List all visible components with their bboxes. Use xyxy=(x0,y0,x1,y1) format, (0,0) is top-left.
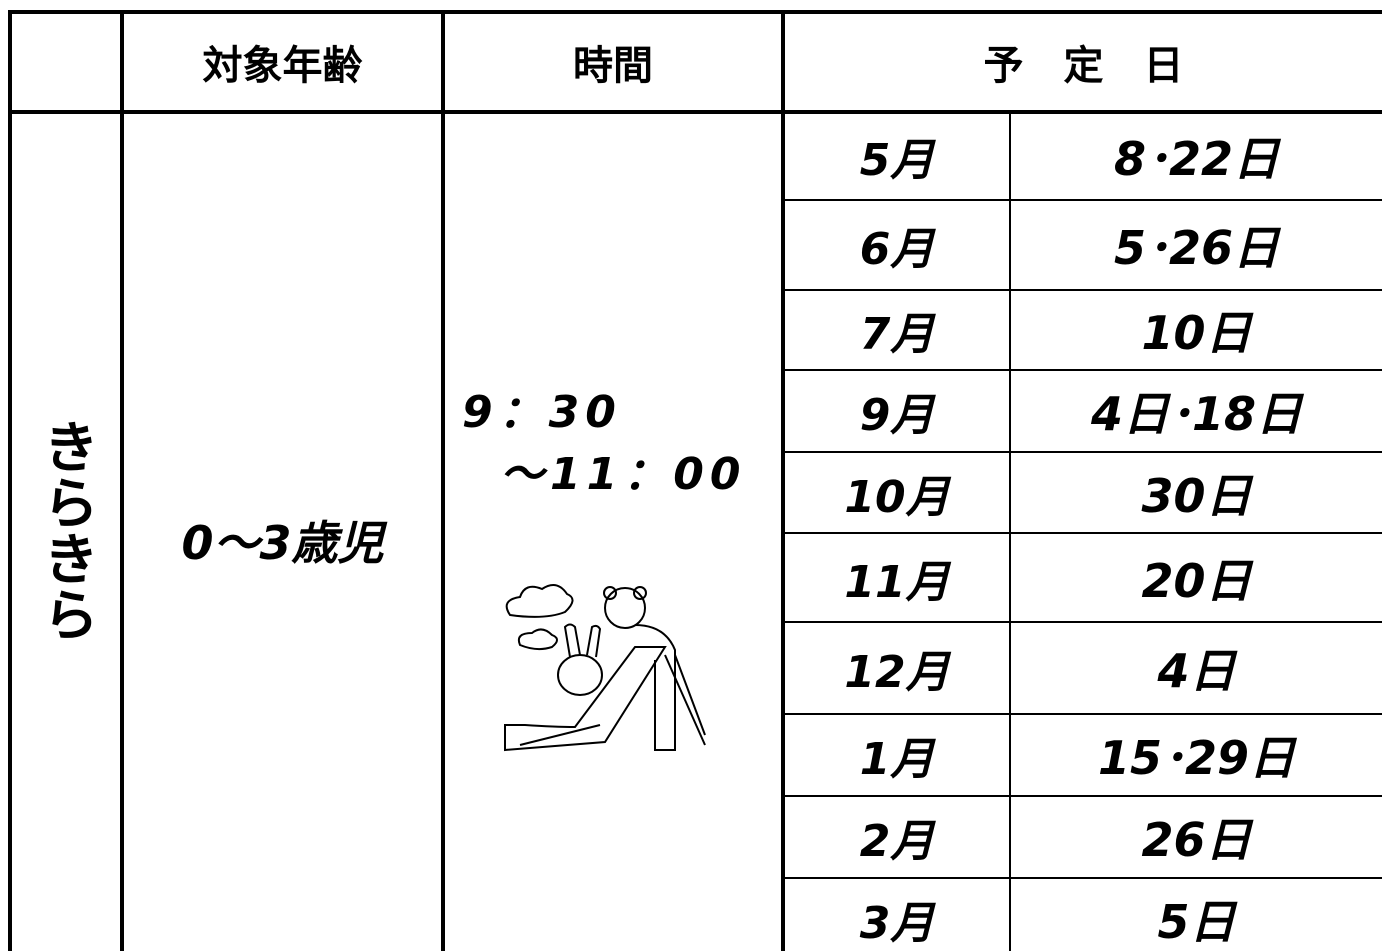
month: 7月 xyxy=(859,309,935,360)
days: 15･29日 xyxy=(1097,731,1296,785)
border xyxy=(8,10,12,951)
month: 10月 xyxy=(844,471,950,523)
border xyxy=(8,10,1382,14)
month: 1月 xyxy=(859,734,935,785)
month: 11月 xyxy=(844,556,950,608)
slide-illustration xyxy=(504,584,706,752)
month: 9月 xyxy=(859,390,935,441)
group-name: きらきら xyxy=(33,418,99,642)
days: 20日 xyxy=(1141,553,1252,608)
month: 5月 xyxy=(859,135,935,186)
row-line xyxy=(785,199,1382,201)
row-line xyxy=(785,877,1382,879)
row-line xyxy=(785,451,1382,453)
border xyxy=(441,10,445,951)
time-end: ～11：00 xyxy=(500,449,747,500)
month: 2月 xyxy=(859,816,935,867)
month: 12月 xyxy=(844,647,950,698)
row-line xyxy=(785,532,1382,534)
days: 5･26日 xyxy=(1113,221,1280,275)
days: 5日 xyxy=(1157,895,1236,949)
header-time: 時間 xyxy=(573,43,653,89)
row-line xyxy=(785,621,1382,623)
days: 26日 xyxy=(1141,813,1252,867)
row-line xyxy=(785,369,1382,371)
days: 10日 xyxy=(1141,306,1252,360)
border xyxy=(1009,112,1011,951)
month: 3月 xyxy=(859,898,935,949)
border xyxy=(781,10,785,951)
days: 30日 xyxy=(1141,468,1252,523)
row-line xyxy=(785,289,1382,291)
border xyxy=(120,10,124,951)
days: 4日 xyxy=(1157,644,1236,698)
time-start: 9：30 xyxy=(462,387,622,438)
header-schedule: 予 定 日 xyxy=(983,43,1184,89)
month: 6月 xyxy=(859,224,935,275)
row-line xyxy=(785,713,1382,715)
header-age: 対象年齢 xyxy=(202,43,363,89)
row-line xyxy=(785,795,1382,797)
border xyxy=(8,110,1382,114)
days: 4日･18日 xyxy=(1090,387,1303,441)
days: 8･22日 xyxy=(1113,132,1280,186)
age-range: 0～3歳児 xyxy=(181,516,384,570)
